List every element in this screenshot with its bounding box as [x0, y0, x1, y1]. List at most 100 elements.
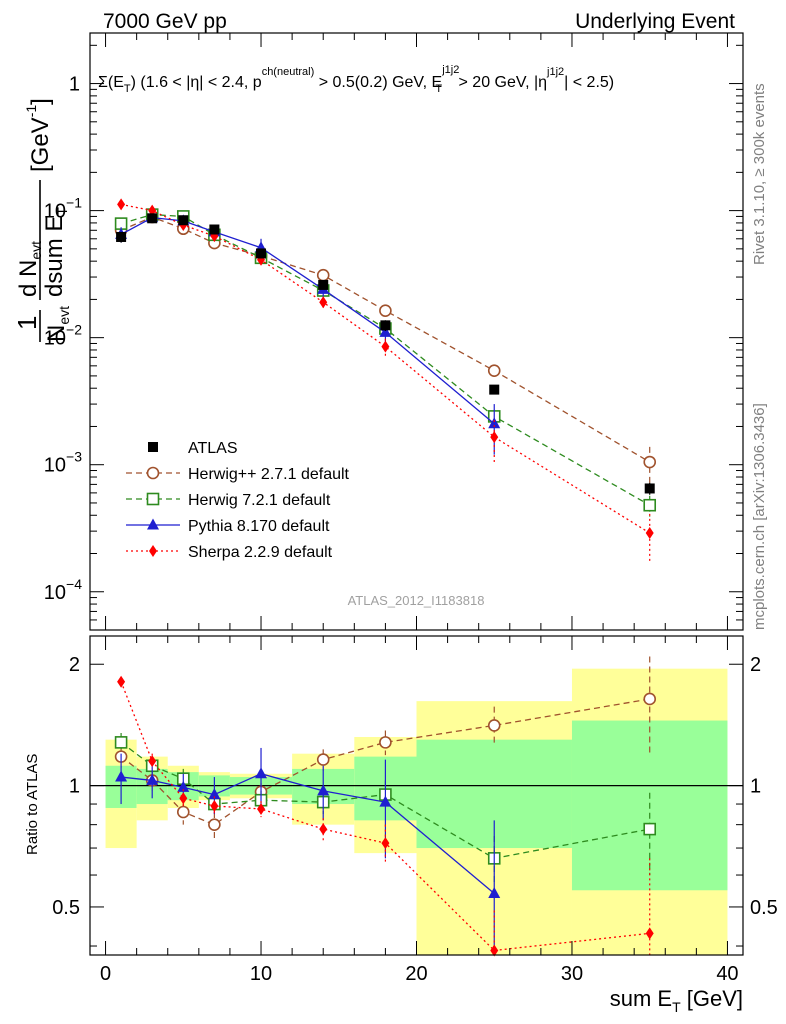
- main-panel-series: [114, 198, 657, 563]
- series-line-ratio: [120, 741, 650, 860]
- ratio-point: [487, 719, 501, 732]
- series-line-main: [120, 213, 651, 506]
- ratio-point: [257, 802, 266, 815]
- main-y-axis-title: 1 Nevt d Nevt dsum ET [GeV-1]: [12, 98, 72, 342]
- ratio-y-tick-label-right: 1: [750, 776, 761, 798]
- ratio-point: [208, 818, 221, 831]
- main-y-tick-label: 1: [69, 74, 80, 96]
- cut-description: Σ(ET) (1.6 < |η| < 2.4, pch(neutral) > 0…: [98, 64, 614, 95]
- ratio-point: [255, 767, 268, 779]
- ratio-point: [488, 886, 501, 898]
- series-line-main: [120, 216, 651, 463]
- ratio-point: [319, 823, 328, 836]
- data-point: [178, 215, 189, 226]
- ratio-y-tick-label-left: 1: [69, 776, 80, 798]
- main-y-tick-label: 10−4: [44, 576, 82, 604]
- ratio-point: [148, 755, 157, 768]
- legend-marker: [146, 492, 160, 506]
- series-point: [487, 364, 501, 377]
- data-point: [256, 248, 267, 259]
- main-y-tick-label: 10−1: [44, 195, 82, 223]
- ratio-y-axis-title: Ratio to ATLAS: [24, 754, 41, 855]
- ratio-point: [381, 837, 390, 850]
- ratio-point: [208, 788, 221, 800]
- ratio-point: [379, 736, 392, 749]
- mcplots-reference-label: mcplots.cern.ch [arXiv:1306.3436]: [751, 403, 768, 630]
- series-point: [379, 325, 392, 337]
- ratio-point: [379, 795, 392, 807]
- ratio-point: [179, 792, 188, 805]
- legend-item: Sherpa 2.2.9 default: [126, 544, 333, 561]
- data-point: [147, 213, 158, 224]
- ratio-point: [177, 780, 190, 792]
- data-point: [644, 483, 655, 494]
- series-point: [316, 268, 330, 282]
- ratio-point: [490, 944, 499, 957]
- legend-label: Pythia 8.170 default: [188, 518, 330, 535]
- ratio-y-tick-label-right: 0.5: [750, 897, 778, 919]
- legend-item: Pythia 8.170 default: [126, 518, 330, 535]
- ratio-point: [645, 927, 654, 940]
- legend: ATLAS Herwig++ 2.7.1 default Herwig 7.2.1 …: [126, 440, 350, 561]
- legend-label: ATLAS: [188, 440, 238, 457]
- ratio-point: [146, 773, 159, 785]
- series-point: [379, 304, 392, 317]
- series-point: [645, 527, 654, 540]
- collision-label: 7000 GeV pp: [103, 10, 227, 33]
- ratio-point: [317, 784, 330, 796]
- x-tick-label: 30: [561, 963, 583, 985]
- series-point: [117, 198, 126, 211]
- x-tick-label: 20: [405, 963, 427, 985]
- x-tick-label: 10: [250, 963, 272, 985]
- legend-item: Herwig++ 2.7.1 default: [126, 466, 350, 483]
- ratio-panel-series: [114, 656, 657, 957]
- ratio-y-tick-label-left: 0.5: [52, 897, 80, 919]
- series-line-ratio: [121, 773, 495, 894]
- ratio-point: [643, 822, 657, 836]
- y-title-one: 1: [12, 316, 42, 330]
- axes: 0 10 20 30 40 1 10−1 10−2 10−3 10−4 0.5 0.5 1 1 2 2: [44, 32, 778, 985]
- legend-item: ATLAS: [148, 440, 238, 457]
- series-point: [319, 296, 328, 309]
- legend-marker: [147, 518, 159, 530]
- x-tick-label: 40: [716, 963, 738, 985]
- data-point: [489, 384, 500, 395]
- ratio-point: [176, 805, 190, 819]
- x-axis-title: sum ET [GeV]: [610, 986, 743, 1015]
- series-point: [643, 455, 657, 469]
- data-point: [116, 231, 127, 242]
- legend-label: Sherpa 2.2.9 default: [188, 544, 333, 561]
- ratio-point: [114, 736, 128, 749]
- legend-marker: [149, 545, 157, 557]
- legend-item: Herwig 7.2.1 default: [126, 492, 331, 509]
- data-point: [380, 320, 391, 331]
- rivet-version-label: Rivet 3.1.10, ≥ 300k events: [751, 83, 768, 265]
- plot-category-label: Underlying Event: [575, 10, 735, 33]
- series-point: [381, 340, 390, 353]
- x-tick-label: 0: [100, 963, 111, 985]
- ratio-point: [643, 692, 657, 706]
- series-point: [643, 498, 657, 512]
- data-point: [209, 224, 220, 235]
- series-point: [490, 431, 499, 444]
- y-title-denominator: dsum ET: [41, 207, 70, 297]
- series-point: [488, 417, 501, 429]
- series-line-main: [120, 216, 495, 425]
- ratio-y-tick-label-right: 2: [750, 654, 761, 676]
- ratio-point: [115, 770, 128, 782]
- legend-marker: [146, 466, 160, 480]
- analysis-tag: ATLAS_2012_I1183818: [348, 593, 485, 608]
- ratio-point: [316, 753, 330, 766]
- legend-label: Herwig++ 2.7.1 default: [188, 466, 350, 483]
- ratio-point: [117, 675, 126, 688]
- data-point: [318, 279, 329, 290]
- series-line-ratio: [120, 681, 650, 952]
- ratio-point: [210, 799, 219, 812]
- main-y-tick-label: 10−3: [44, 449, 82, 477]
- ratio-y-tick-label-left: 2: [69, 654, 80, 676]
- main-frame: [89, 32, 744, 631]
- legend-label: Herwig 7.2.1 default: [188, 492, 331, 509]
- legend-marker: [148, 442, 158, 452]
- main-y-tick-label: 10−2: [44, 322, 82, 350]
